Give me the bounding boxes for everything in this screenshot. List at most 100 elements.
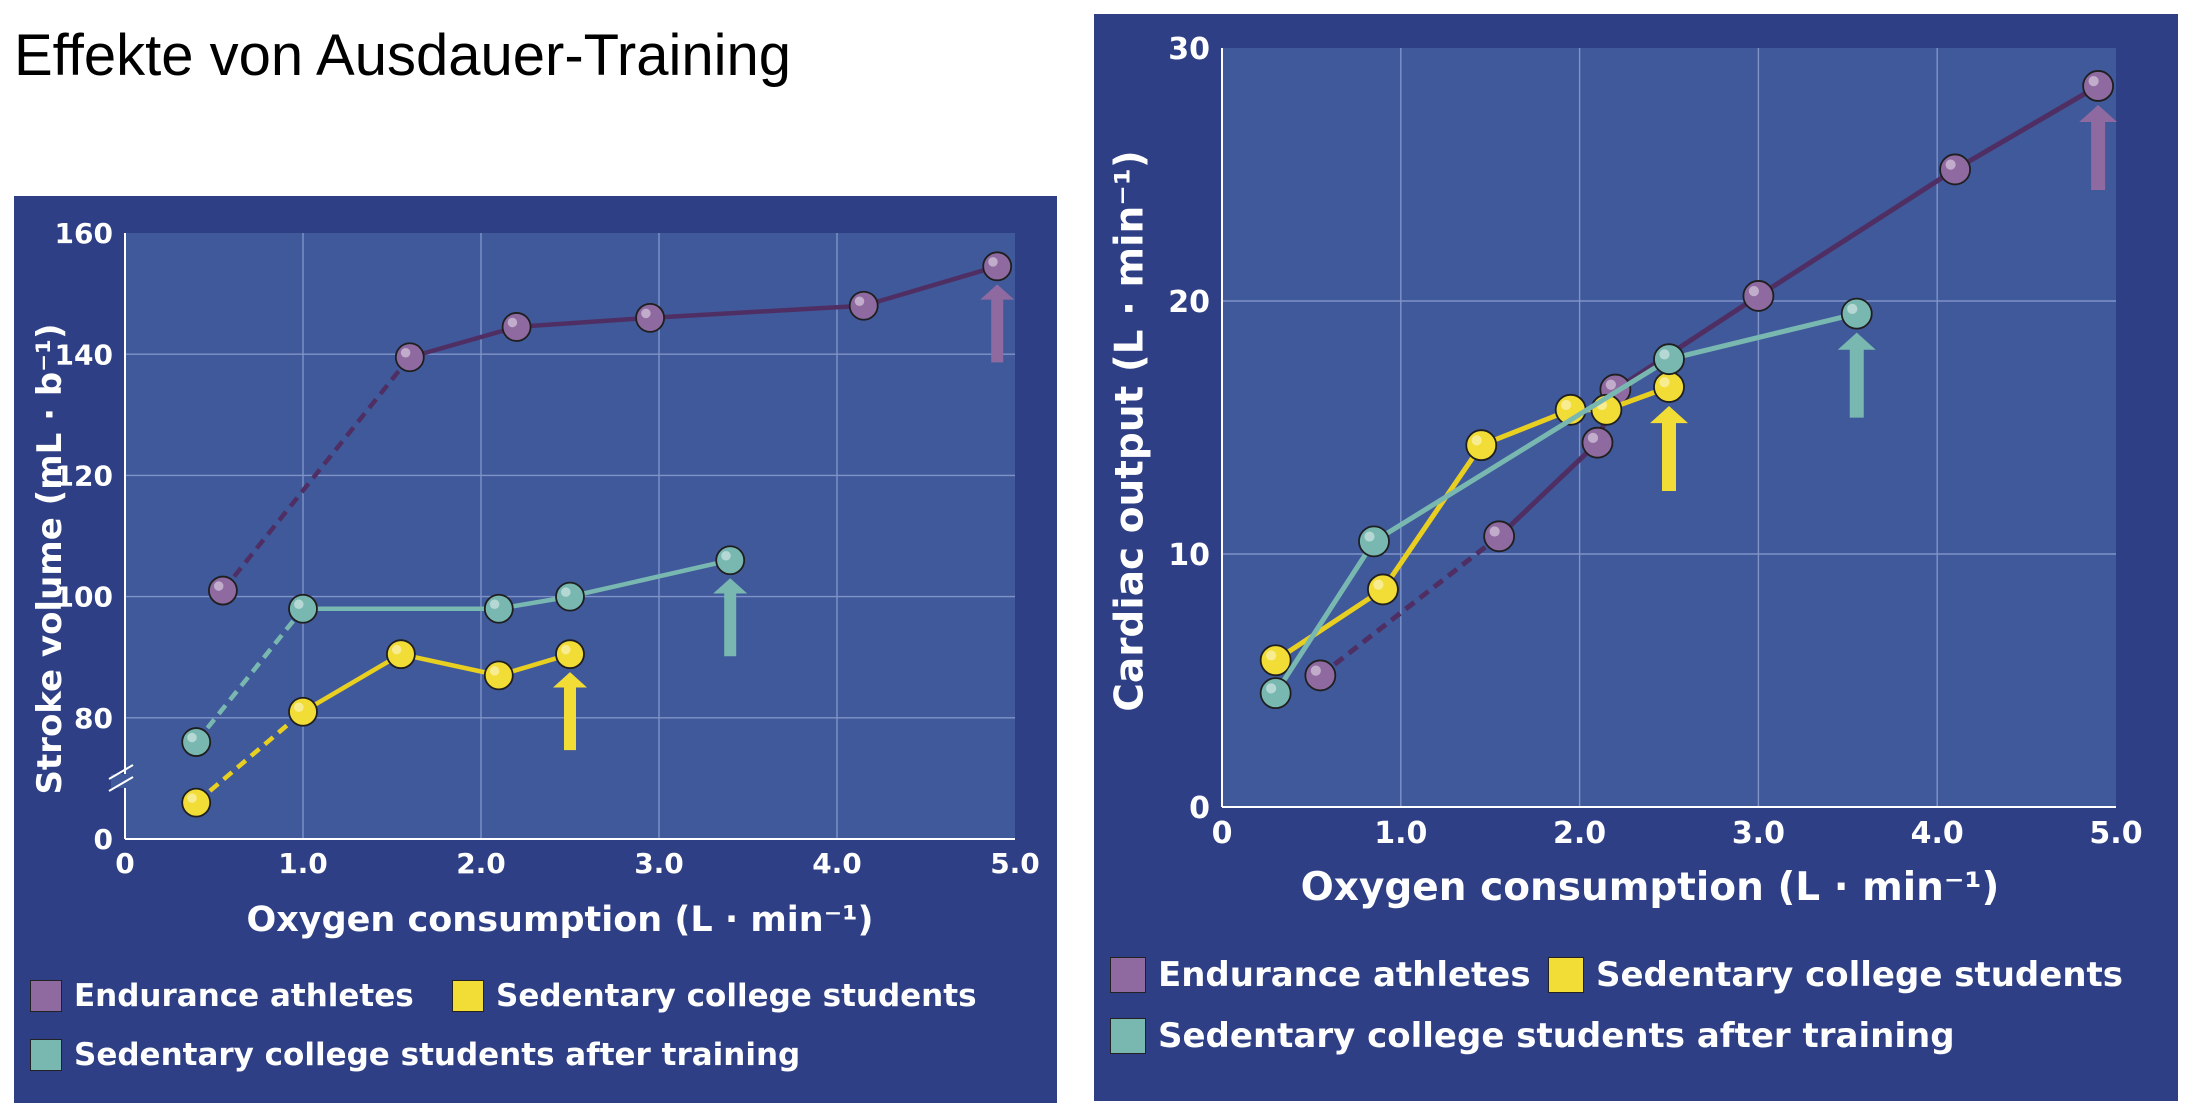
data-point-highlight	[294, 702, 304, 713]
data-point-highlight	[213, 581, 224, 591]
series-line-segment	[301, 652, 403, 714]
data-point-highlight	[561, 644, 571, 655]
data-point-highlight	[1266, 650, 1277, 661]
data-point	[1465, 429, 1498, 462]
x-tick-label: 0	[115, 847, 134, 880]
y-tick-label: 30	[1168, 32, 1210, 67]
x-tick-label: 4.0	[812, 847, 862, 880]
series-line-segment	[1497, 440, 1600, 539]
data-point-highlight	[507, 317, 518, 328]
data-point-highlight	[489, 599, 500, 609]
data-point	[181, 727, 212, 757]
legend-item-after-training: Sedentary college students after trainin…	[30, 1037, 800, 1073]
data-point-highlight	[1310, 665, 1321, 676]
data-point	[1483, 520, 1516, 553]
data-point	[501, 312, 532, 342]
x-tick-label: 1.0	[278, 847, 328, 880]
series-line-segment	[516, 315, 651, 330]
y-tick-label: 100	[55, 581, 113, 614]
legend-label: Sedentary college students	[1596, 955, 2124, 995]
data-point-highlight	[1266, 683, 1277, 694]
data-point	[181, 787, 212, 818]
max-vo2-arrow-icon	[713, 578, 748, 657]
legend-swatch	[1110, 1018, 1146, 1054]
series-line-segment	[194, 607, 305, 744]
max-vo2-arrow-icon	[2079, 104, 2118, 190]
y-axis-title: Stroke volume (mL · b⁻¹)	[30, 323, 70, 795]
series-line-segment	[863, 264, 998, 308]
cardiac-output-chart: 0 1.0 2.0 3.0 4.0 5.0 0 10 20 30	[1168, 32, 2142, 851]
data-point-highlight	[641, 308, 651, 319]
series-line-segment	[1757, 167, 1957, 299]
x-tick-label: 3.0	[634, 847, 684, 880]
data-point	[982, 251, 1013, 282]
series-line-segment	[1274, 587, 1385, 663]
series	[1304, 70, 2118, 692]
data-point	[1653, 343, 1685, 376]
series-line-segment	[569, 558, 731, 599]
y-tick-label: 120	[55, 459, 113, 492]
data-point-highlight	[1847, 303, 1858, 314]
legend-item-sedentary-students: Sedentary college students	[1548, 955, 2123, 995]
max-vo2-arrow-icon	[980, 284, 1015, 363]
x-axis-title: Oxygen consumption (L · min⁻¹)	[1300, 865, 2000, 910]
data-point	[288, 696, 318, 727]
data-point-highlight	[1489, 526, 1500, 537]
y-tick-label: 20	[1168, 285, 1210, 320]
data-point	[207, 575, 238, 606]
legend-label: Endurance athletes	[1158, 955, 1531, 995]
data-point-highlight	[561, 587, 571, 597]
series-line-segment	[1668, 311, 1858, 362]
cardiac-output-chart-panel: 0 1.0 2.0 3.0 4.0 5.0 0 10 20 30 Cardiac output (…	[1094, 14, 2178, 1101]
legend-label: Sedentary college students after trainin…	[1158, 1016, 1955, 1056]
data-point-highlight	[1373, 579, 1384, 590]
series-line-segment	[1273, 539, 1377, 695]
axis-break-mark	[108, 776, 134, 792]
data-point	[483, 660, 514, 691]
data-point	[555, 639, 585, 670]
data-point-highlight	[1659, 349, 1670, 360]
data-point-highlight	[1471, 435, 1482, 446]
legend-item-endurance-athletes: Endurance athletes	[1110, 955, 1531, 995]
series-line-segment	[1372, 357, 1671, 544]
legend-label: Endurance athletes	[74, 978, 414, 1014]
y-tick-label: 10	[1168, 538, 1210, 573]
stroke-volume-chart-panel: 0 1.0 2.0 3.0 4.0 5.0 0 80 100 120 140 160 Stroke v…	[14, 196, 1057, 1103]
y-tick-label: 0	[94, 823, 113, 856]
x-tick-label: 2.0	[1553, 816, 1606, 851]
data-point	[1259, 677, 1292, 710]
y-tick-label: 160	[55, 217, 113, 250]
data-point	[385, 639, 416, 670]
series	[181, 639, 587, 818]
data-point	[288, 593, 318, 624]
legend-swatch	[30, 1039, 62, 1071]
data-point	[635, 302, 665, 333]
series-line-segment	[1480, 407, 1572, 448]
data-point	[1367, 573, 1399, 606]
legend-item-endurance-athletes: Endurance athletes	[30, 978, 414, 1014]
legend-swatch	[1110, 957, 1146, 993]
series-line-segment	[400, 651, 500, 678]
x-tick-label: 0	[1212, 816, 1233, 851]
x-tick-label: 5.0	[2089, 816, 2142, 851]
x-axis-title: Oxygen consumption (L · min⁻¹)	[246, 900, 874, 940]
data-point	[715, 545, 746, 576]
series	[181, 545, 748, 757]
data-point-highlight	[721, 551, 731, 561]
data-point-highlight	[2088, 76, 2099, 87]
legend-item-sedentary-students: Sedentary college students	[452, 978, 977, 1014]
series-line-segment	[1613, 293, 1760, 392]
data-point	[1939, 153, 1971, 186]
data-point	[394, 342, 425, 373]
data-point-highlight	[187, 732, 197, 743]
data-point	[1304, 659, 1337, 692]
data-point	[1742, 280, 1775, 312]
data-point-highlight	[1659, 377, 1670, 388]
legend-label: Sedentary college students	[496, 978, 977, 1014]
series-line-segment	[1953, 83, 2100, 172]
y-axis-title: Cardiac output (L · min⁻¹)	[1107, 150, 1153, 712]
series	[1259, 371, 1688, 677]
data-point-highlight	[854, 296, 865, 306]
x-tick-label: 1.0	[1374, 816, 1427, 851]
series-line-segment	[194, 710, 305, 805]
